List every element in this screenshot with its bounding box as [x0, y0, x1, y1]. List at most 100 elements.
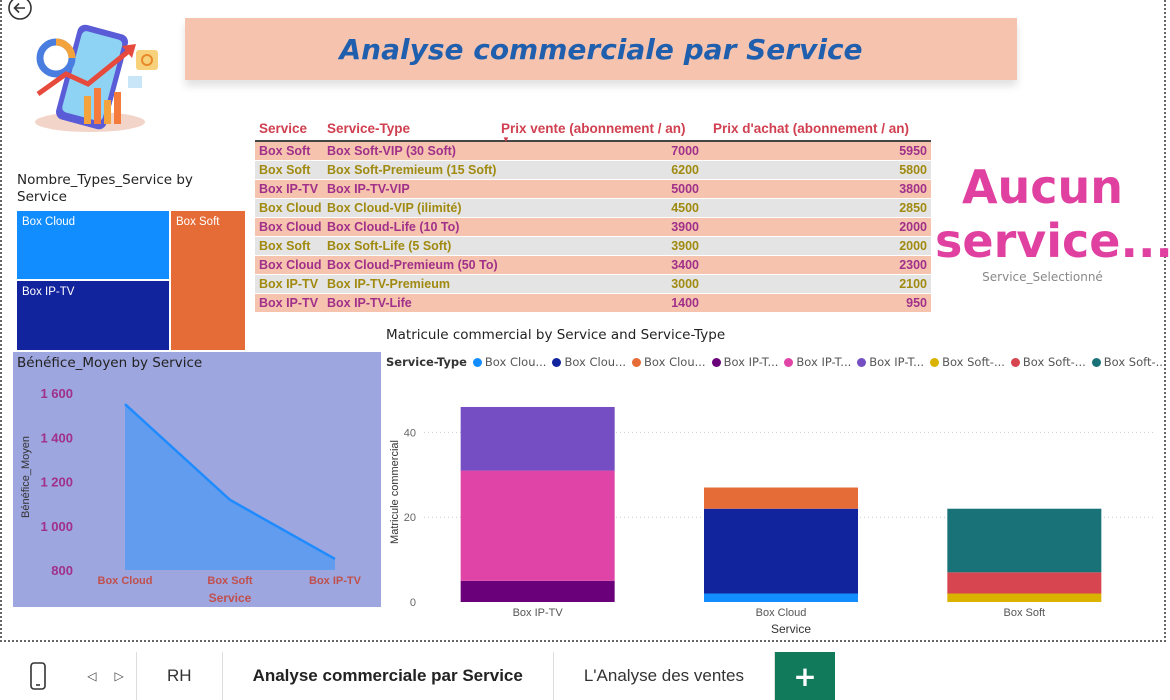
- cell-service: Box IP-TV: [259, 296, 319, 310]
- y-axis-label: Matricule commercial: [389, 440, 401, 544]
- cell-service-type: Box Cloud-Premieum (50 To): [327, 258, 498, 272]
- legend-item[interactable]: Box Clou...: [632, 355, 706, 369]
- x-axis-label: Service: [771, 622, 811, 636]
- report-title-banner: Analyse commerciale par Service: [185, 18, 1017, 80]
- header-service-type[interactable]: Service-Type: [327, 120, 411, 136]
- cell-prix-vente: 6200: [671, 163, 699, 177]
- cell-prix-achat: 2100: [899, 277, 927, 291]
- legend-dot-icon: [784, 357, 794, 367]
- cell-prix-achat: 2850: [899, 201, 927, 215]
- card-label: Service_Selectionné: [982, 270, 1103, 284]
- treemap-cell-label: Box IP-TV: [22, 286, 75, 298]
- analytics-phone-logo: [18, 22, 163, 137]
- benefice-area-chart[interactable]: Bénéfice_Moyen by Service 800 1 000 1 200 1…: [13, 352, 381, 607]
- cell-prix-vente: 7000: [671, 144, 699, 158]
- bar-segment[interactable]: [704, 508, 858, 594]
- bar-segment[interactable]: [460, 580, 615, 602]
- table-row[interactable]: Box Cloud Box Cloud-Premieum (50 To) 3400 2…: [255, 256, 931, 275]
- legend-item[interactable]: Box Clou...: [472, 355, 547, 369]
- x-axis-label: Service: [209, 591, 252, 605]
- table-row[interactable]: Box IP-TV Box IP-TV-Life 1400 950: [255, 294, 931, 313]
- y-tick-label: 1 000: [40, 519, 73, 534]
- bar-segment[interactable]: [947, 593, 1102, 602]
- cell-service-type: Box Soft-VIP (30 Soft): [327, 144, 456, 158]
- mobile-layout-icon[interactable]: [0, 652, 75, 700]
- cell-prix-achat: 3800: [899, 182, 927, 196]
- treemap-cell-label: Box Soft: [176, 216, 220, 228]
- bar-chart-legend[interactable]: Service-Type Box Clou... Box Clou... Box C…: [386, 355, 1170, 369]
- service-price-table[interactable]: Service Service-Type Prix vente (abonnem…: [255, 116, 931, 313]
- cell-service-type: Box Soft-Premieum (15 Soft): [327, 163, 497, 177]
- cell-prix-vente: 3900: [671, 220, 699, 234]
- legend-dot-icon: [711, 357, 721, 367]
- y-tick-label: 1 400: [40, 430, 73, 445]
- header-service[interactable]: Service: [259, 120, 308, 136]
- x-tick-label: Box Soft: [1004, 607, 1046, 619]
- legend-label: Box IP-T...: [723, 355, 779, 369]
- table-row[interactable]: Box Cloud Box Cloud-Life (10 To) 3900 2000: [255, 218, 931, 237]
- tab-rh[interactable]: RH: [137, 652, 223, 700]
- legend-dot-icon: [472, 357, 482, 367]
- y-tick-label: 1 600: [40, 386, 73, 401]
- legend-title: Service-Type: [386, 355, 467, 369]
- y-tick-label: 0: [410, 597, 416, 609]
- legend-item[interactable]: Box IP-T...: [711, 355, 779, 369]
- bar-segment[interactable]: [704, 593, 858, 602]
- cell-prix-achat: 950: [906, 296, 927, 310]
- area-fill: [125, 404, 335, 570]
- table-row[interactable]: Box Soft Box Soft-Life (5 Soft) 3900 2000: [255, 237, 931, 256]
- matricule-stacked-bar-chart[interactable]: 0 20 40 Box IP-TV Box Cloud Box Soft Service Ma…: [384, 380, 1164, 640]
- x-tick-label: Box Soft: [207, 575, 253, 587]
- table-row[interactable]: Box Soft Box Soft-VIP (30 Soft) 7000 5950: [255, 142, 931, 161]
- legend-dot-icon: [552, 357, 562, 367]
- treemap-cell-label: Box Cloud: [22, 216, 76, 228]
- card-value: Aucun service...: [935, 160, 1170, 268]
- next-tab-icon[interactable]: ▷: [114, 669, 124, 683]
- table-body: Box Soft Box Soft-VIP (30 Soft) 7000 5950 Bo…: [255, 142, 931, 313]
- legend-item[interactable]: Box Soft-...: [930, 355, 1005, 369]
- cell-prix-vente: 3400: [671, 258, 699, 272]
- cell-service: Box IP-TV: [259, 277, 319, 291]
- bar-chart-svg: 0 20 40 Box IP-TV Box Cloud Box Soft Service Ma…: [389, 406, 1154, 636]
- prev-tab-icon[interactable]: ◁: [87, 669, 97, 683]
- table-row[interactable]: Box IP-TV Box IP-TV-VIP 5000 3800: [255, 180, 931, 199]
- area-chart-svg: 800 1 000 1 200 1 400 1 600 Box Cloud Box Soft…: [20, 386, 362, 605]
- table-row[interactable]: Box Soft Box Soft-Premieum (15 Soft) 6200 5…: [255, 161, 931, 180]
- header-prix-vente[interactable]: Prix vente (abonnement / an): [501, 120, 686, 136]
- bar-segment[interactable]: [460, 406, 615, 471]
- cell-service: Box Soft: [259, 239, 311, 253]
- bar-segment[interactable]: [947, 572, 1102, 594]
- header-prix-achat[interactable]: Prix d'achat (abonnement / an): [713, 120, 909, 136]
- page-tabs-bar: ◁ ▷ RH Analyse commerciale par Service L…: [0, 652, 1170, 700]
- add-page-button[interactable]: +: [774, 652, 835, 700]
- selected-service-card: Aucun service... Service_Selectionné: [935, 160, 1170, 284]
- treemap-cell-box-soft[interactable]: Box Soft: [171, 211, 245, 350]
- back-arrow-icon[interactable]: [6, 0, 34, 22]
- tab-analyse-commerciale[interactable]: Analyse commerciale par Service: [223, 652, 554, 700]
- x-tick-label: Box IP-TV: [513, 607, 564, 619]
- treemap-cell-box-cloud[interactable]: Box Cloud: [17, 211, 169, 279]
- treemap-cell-box-iptv[interactable]: Box IP-TV: [17, 281, 169, 350]
- legend-item[interactable]: Box Soft-...: [1010, 355, 1086, 369]
- bar-segment[interactable]: [947, 508, 1102, 573]
- y-tick-label: 20: [404, 512, 416, 524]
- tab-navigation: ◁ ▷: [75, 652, 137, 700]
- bar-chart-title: Matricule commercial by Service and Serv…: [386, 327, 726, 343]
- legend-item[interactable]: Box IP-T...: [784, 355, 851, 369]
- y-tick-label: 1 200: [40, 475, 73, 490]
- tab-analyse-ventes[interactable]: L'Analyse des ventes: [554, 652, 775, 700]
- legend-label: Box Clou...: [484, 355, 547, 369]
- bar-segment[interactable]: [704, 487, 858, 509]
- legend-item[interactable]: Box Clou...: [552, 355, 626, 369]
- x-tick-label: Box IP-TV: [309, 575, 362, 587]
- legend-label: Box Soft-...: [1103, 355, 1167, 369]
- legend-item[interactable]: Box IP-T...: [857, 355, 924, 369]
- table-row[interactable]: Box IP-TV Box IP-TV-Premieum 3000 2100: [255, 275, 931, 294]
- legend-label: Box Clou...: [644, 355, 706, 369]
- table-row[interactable]: Box Cloud Box Cloud-VIP (ilimité) 4500 2850: [255, 199, 931, 218]
- cell-prix-achat: 5800: [899, 163, 927, 177]
- cell-service-type: Box IP-TV-Life: [327, 296, 412, 310]
- bar-segment[interactable]: [460, 470, 615, 581]
- legend-item[interactable]: Box Soft-...: [1091, 355, 1167, 369]
- service-type-treemap[interactable]: Box Cloud Box IP-TV Box Soft: [17, 211, 245, 350]
